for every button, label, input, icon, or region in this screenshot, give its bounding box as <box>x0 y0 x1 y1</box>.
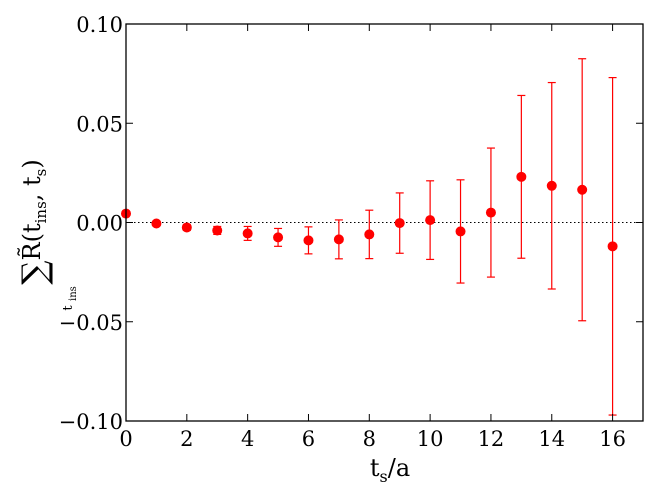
x-tick-label: 0 <box>119 427 132 451</box>
x-tick-label: 10 <box>417 427 444 451</box>
x-tick-label: 12 <box>478 427 505 451</box>
data-point <box>577 184 588 195</box>
data-point <box>242 228 253 239</box>
data-point <box>181 222 192 233</box>
y-tick-label: −0.05 <box>59 311 123 335</box>
plot-area <box>121 58 643 416</box>
y-tick-label: 0.05 <box>76 112 123 136</box>
data-point <box>273 232 284 243</box>
svg-text:∑R̃(tins, ts): ∑R̃(tins, ts) <box>15 159 55 285</box>
svg-text:ts/a: ts/a <box>370 454 410 486</box>
x-tick-label: 2 <box>180 427 193 451</box>
x-tick-label: 14 <box>538 427 565 451</box>
data-point <box>151 218 162 229</box>
plot-frame <box>125 23 644 422</box>
data-point <box>394 218 405 229</box>
y-tick-label: 0.10 <box>76 13 123 37</box>
data-point <box>546 180 557 191</box>
axis-ticks: 0 2 4 6 8 10 12 14 16 −0.10 −0.05 0.00 0.05 0.10 <box>59 13 643 451</box>
data-point <box>364 229 375 240</box>
x-axis-label: ts/a <box>370 454 410 486</box>
x-tick-label: 8 <box>363 427 376 451</box>
x-tick-label: 4 <box>241 427 254 451</box>
data-point <box>607 241 618 252</box>
x-tick-label: 6 <box>302 427 315 451</box>
data-point <box>425 215 436 226</box>
data-point <box>303 235 314 246</box>
svg-text:ins: ins <box>68 286 79 301</box>
svg-text:t: t <box>61 305 76 311</box>
data-point <box>455 226 466 237</box>
data-point <box>485 207 496 218</box>
y-tick-label: −0.10 <box>59 410 123 434</box>
data-point <box>516 171 527 182</box>
y-axis-label: ∑R̃(tins, ts) t ins <box>15 159 79 310</box>
y-tick-label: 0.00 <box>76 212 123 236</box>
data-point <box>212 225 223 236</box>
x-tick-label: 16 <box>599 427 626 451</box>
data-point <box>333 234 344 245</box>
